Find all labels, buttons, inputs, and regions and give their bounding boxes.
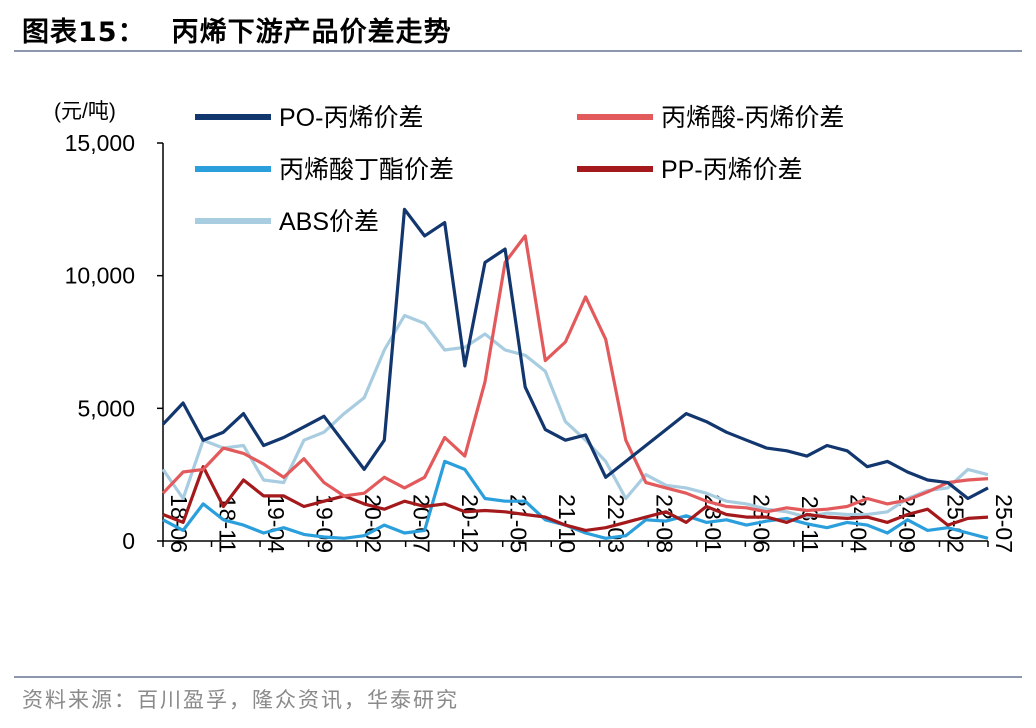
y-tick-label: 15,000 [65,130,135,156]
legend-label-4: PP-丙烯价差 [661,156,803,184]
x-tick-label: 22-08 [651,494,677,553]
x-tick-label: 25-07 [991,494,1017,553]
legend-label-2: 丙烯酸-丙烯价差 [661,104,844,132]
x-tick-label: 19-04 [263,494,289,553]
series-line-2 [161,234,989,514]
source-note: 资料来源：百川盈孚，隆众资讯，华泰研究 [22,688,459,712]
series-line-1 [161,207,989,501]
y-tick-label: 0 [122,528,135,554]
figure-title: 图表15： 丙烯下游产品价差走势 [22,10,452,49]
figure-title-text: 丙烯下游产品价差走势 [171,17,452,48]
x-tick-label: 20-12 [457,494,483,553]
legend-label-1: PO-丙烯价差 [279,104,423,132]
y-tick-label: 5,000 [77,395,135,421]
series-line-4 [162,465,989,532]
figure-label: 图表15： [22,17,146,48]
legend-label-3: 丙烯酸丁酯价差 [279,156,454,184]
y-axis-unit: (元/吨) [54,100,116,123]
top-rule [14,50,1022,52]
y-tick-label: 10,000 [65,263,135,289]
series-line-5 [161,313,989,519]
legend-label-5: ABS价差 [279,208,379,236]
bottom-rule [14,676,1022,678]
